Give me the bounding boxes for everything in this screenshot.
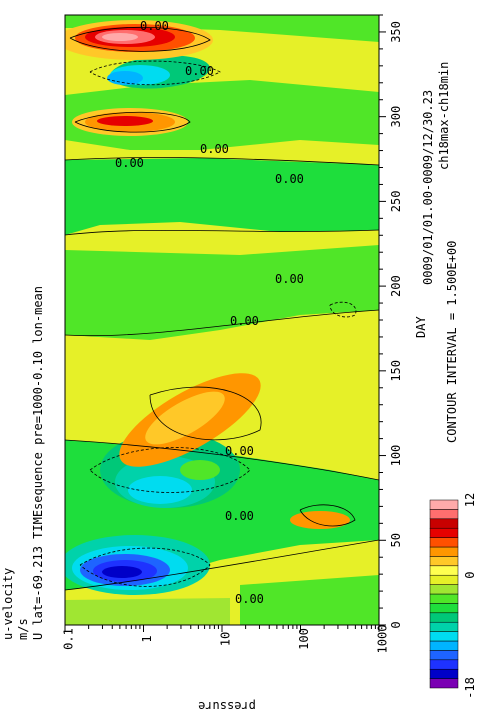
contour-line [69, 26, 211, 52]
pressure-axis: 0.1 1 10 100 1000 [62, 625, 390, 654]
contour-fill [290, 511, 350, 529]
contour-fill [97, 116, 153, 126]
colorbar-swatch [429, 527, 459, 538]
day-axis-label: DAY [414, 316, 428, 338]
contour-fill [240, 575, 379, 625]
contour-fill [65, 158, 379, 235]
colorbar-swatch [429, 556, 459, 567]
contour-label: 0.00 [275, 272, 304, 286]
experiment-text: ch18max-ch18min [437, 62, 451, 170]
contour-line [65, 157, 379, 166]
colorbar-swatch [429, 603, 459, 614]
colorbar-swatch [429, 621, 459, 632]
contour-line [65, 309, 379, 337]
colorbar-swatch [429, 565, 459, 576]
colorbar-swatch [429, 659, 459, 670]
contour-label: 0.00 [200, 142, 229, 156]
contour-label: 0.00 [115, 156, 144, 170]
colorbar-swatch [429, 631, 459, 642]
day-tick-label: 350 [389, 21, 403, 43]
contour-label: 0.00 [185, 64, 214, 78]
contour-label: 0.00 [225, 509, 254, 523]
contour-line [65, 439, 379, 481]
colorbar: -18 0 12 [429, 493, 477, 699]
pressure-tick-label: 10 [219, 632, 233, 646]
contour-fill [128, 476, 192, 504]
pressure-tick-label: 0.1 [62, 628, 76, 650]
contour-fill [145, 391, 225, 445]
variable-description: U lat=-69.213 TIMEsequence pre=1000-0.10… [31, 286, 45, 640]
contour-line [89, 60, 221, 86]
contour-line [149, 386, 262, 441]
contour-plot-area [65, 15, 379, 625]
day-tick-label: 150 [389, 360, 403, 382]
colorbar-swatch [429, 574, 459, 585]
contour-fill [102, 566, 142, 578]
day-axis: 0 50 100 150 200 250 300 350 [379, 14, 403, 629]
contour-line [329, 301, 357, 318]
colorbar-swatch [429, 509, 459, 520]
colorbar-swatch [429, 678, 459, 689]
colorbar-swatch [429, 650, 459, 661]
day-tick-label: 0 [389, 621, 403, 628]
pressure-tick-label: 100 [297, 628, 311, 650]
colorbar-swatch [429, 612, 459, 623]
contour-fill [107, 71, 143, 85]
contour-fill [65, 245, 379, 340]
colorbar-swatch [429, 593, 459, 604]
pressure-tick-label: 1000 [376, 625, 390, 654]
colorbar-swatch [429, 499, 459, 510]
contour-fill [180, 460, 220, 480]
colorbar-tick-label: -18 [463, 677, 477, 699]
day-tick-label: 300 [389, 106, 403, 128]
contour-line [65, 229, 379, 236]
colorbar-swatch [429, 668, 459, 679]
contour-interval-text: CONTOUR INTERVAL = 1.500E+00 [445, 241, 459, 443]
contour-line [89, 447, 251, 493]
colorbar-tick-label: 0 [463, 572, 477, 579]
contour-line [65, 539, 379, 591]
colorbar-swatch [429, 546, 459, 557]
colorbar-swatch [429, 640, 459, 651]
contour-fill [65, 598, 230, 625]
colorbar-swatch [429, 537, 459, 548]
time-range-text: 0009/01/01.00-0009/12/30.23 [421, 90, 435, 285]
contour-line [79, 547, 211, 587]
contour-line [74, 111, 191, 133]
units-text: m/s [16, 618, 30, 640]
contour-label: 0.00 [230, 314, 259, 328]
pressure-tick-label: 1 [140, 635, 154, 642]
colorbar-swatch [429, 584, 459, 595]
day-tick-label: 250 [389, 191, 403, 213]
contour-fill [102, 33, 138, 41]
day-tick-label: 100 [389, 445, 403, 467]
contour-lines [65, 26, 379, 591]
contour-label: 0.00 [235, 592, 264, 606]
contour-label: 0.00 [275, 172, 304, 186]
colorbar-tick-label: 12 [463, 493, 477, 507]
contour-label: 0.00 [225, 444, 254, 458]
day-tick-label: 200 [389, 275, 403, 297]
contour-label: 0.00 [140, 19, 169, 33]
title-text: u-velocity [1, 568, 15, 640]
pressure-axis-label: pressure [198, 699, 256, 712]
contour-line [299, 504, 356, 527]
colorbar-swatch [429, 518, 459, 529]
day-tick-label: 50 [389, 533, 403, 547]
contour-labels: 0.00 0.00 0.00 0.00 0.00 0.00 0.00 0.00 0.00 0.00 [115, 19, 304, 606]
